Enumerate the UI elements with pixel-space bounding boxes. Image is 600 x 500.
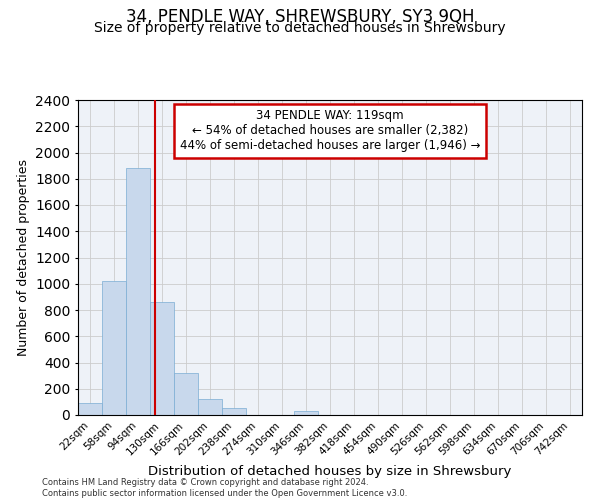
- Bar: [198, 399, 222, 415]
- Text: Contains HM Land Registry data © Crown copyright and database right 2024.
Contai: Contains HM Land Registry data © Crown c…: [42, 478, 407, 498]
- Bar: [78, 403, 102, 415]
- Y-axis label: Number of detached properties: Number of detached properties: [17, 159, 29, 356]
- Bar: [126, 168, 150, 415]
- Bar: [222, 408, 246, 415]
- Text: 34, PENDLE WAY, SHREWSBURY, SY3 9QH: 34, PENDLE WAY, SHREWSBURY, SY3 9QH: [126, 8, 474, 26]
- Bar: [294, 411, 318, 415]
- Bar: [150, 302, 174, 415]
- X-axis label: Distribution of detached houses by size in Shrewsbury: Distribution of detached houses by size …: [148, 465, 512, 478]
- Bar: [102, 281, 126, 415]
- Text: 34 PENDLE WAY: 119sqm
← 54% of detached houses are smaller (2,382)
44% of semi-d: 34 PENDLE WAY: 119sqm ← 54% of detached …: [180, 110, 480, 152]
- Text: Size of property relative to detached houses in Shrewsbury: Size of property relative to detached ho…: [94, 21, 506, 35]
- Bar: [174, 373, 198, 415]
